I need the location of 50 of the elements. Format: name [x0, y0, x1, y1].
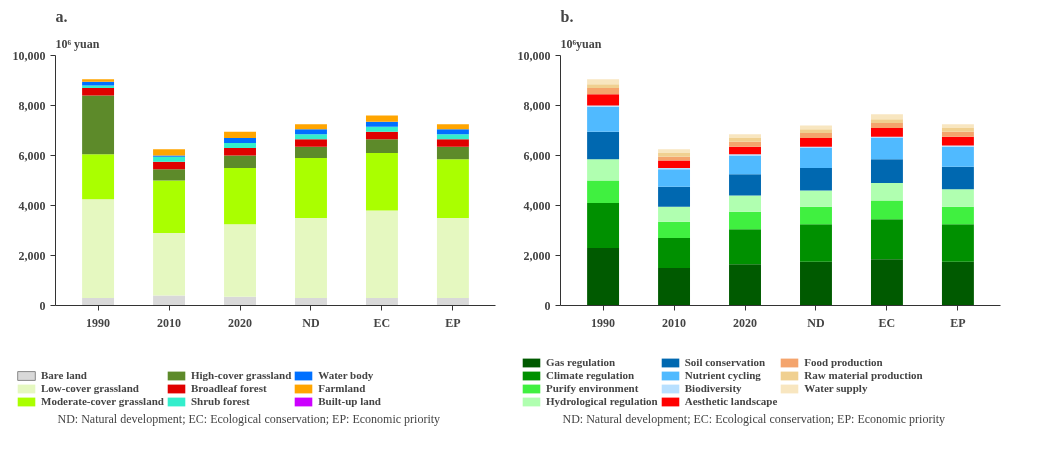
chart-title: a.: [55, 7, 68, 25]
y-tick-label: 10,000: [12, 48, 46, 63]
text: ND: Natural development; EC: Ecological conservation; EP: Economic priority: [562, 411, 946, 426]
x-tick-label: EC: [373, 315, 391, 330]
y-axis-title: 10⁶ yuan: [55, 36, 100, 51]
y-tick-label: 4,000: [523, 198, 551, 213]
legend-label: Water supply: [804, 382, 868, 394]
legend-label: Broadleaf forest: [190, 382, 267, 394]
legend-label: Biodiversity: [684, 382, 742, 394]
y-tick-label: 4,000: [18, 198, 46, 213]
legend-label: Bare land: [41, 369, 87, 381]
legend-label: Gas regulation: [546, 356, 616, 368]
legend-label: Low-cover grassland: [41, 382, 139, 394]
y-tick-label: 2,000: [523, 248, 551, 263]
legend-label: Moderate-cover grassland: [41, 395, 164, 407]
legend-label: Aesthetic landscape: [684, 395, 778, 407]
y-tick-label: 6,000: [18, 148, 46, 163]
x-tick-label: EC: [878, 315, 896, 330]
text: ND: Natural development; EC: Ecological conservation; EP: Economic priority: [57, 411, 441, 426]
legend-label: Raw material production: [804, 369, 923, 381]
y-axis-title: 10⁶yuan: [560, 36, 602, 51]
y-tick-label: 0: [39, 298, 46, 313]
x-tick-label: EP: [445, 315, 461, 330]
legend-label: Food production: [804, 356, 883, 368]
y-tick-label: 8,000: [523, 98, 551, 113]
legend-label: High-cover grassland: [190, 369, 292, 381]
x-tick-label: 2020: [228, 315, 253, 330]
y-tick-label: 2,000: [18, 248, 46, 263]
y-tick-label: 6,000: [523, 148, 551, 163]
x-tick-label: ND: [302, 315, 320, 330]
y-tick-label: 0: [544, 298, 551, 313]
legend-label: Nutrient cycling: [684, 369, 761, 381]
x-tick-label: 2020: [733, 315, 758, 330]
x-tick-label: 1990: [591, 315, 616, 330]
y-tick-label: 10,000: [517, 48, 551, 63]
x-tick-label: EP: [950, 315, 966, 330]
legend-label: Soil conservation: [684, 356, 766, 368]
legend-label: Hydrological regulation: [546, 395, 658, 407]
legend-label: Water body: [318, 369, 374, 381]
legend-label: Shrub forest: [190, 395, 250, 407]
chart-title: b.: [560, 7, 574, 25]
legend-label: Purify environment: [546, 382, 639, 394]
x-tick-label: ND: [807, 315, 825, 330]
legend-label: Built-up land: [318, 395, 381, 407]
x-tick-label: 2010: [662, 315, 687, 330]
y-tick-label: 8,000: [18, 98, 46, 113]
x-tick-label: 2010: [157, 315, 182, 330]
x-tick-label: 1990: [86, 315, 111, 330]
legend-label: Farmland: [318, 382, 366, 394]
legend-label: Climate regulation: [546, 369, 635, 381]
